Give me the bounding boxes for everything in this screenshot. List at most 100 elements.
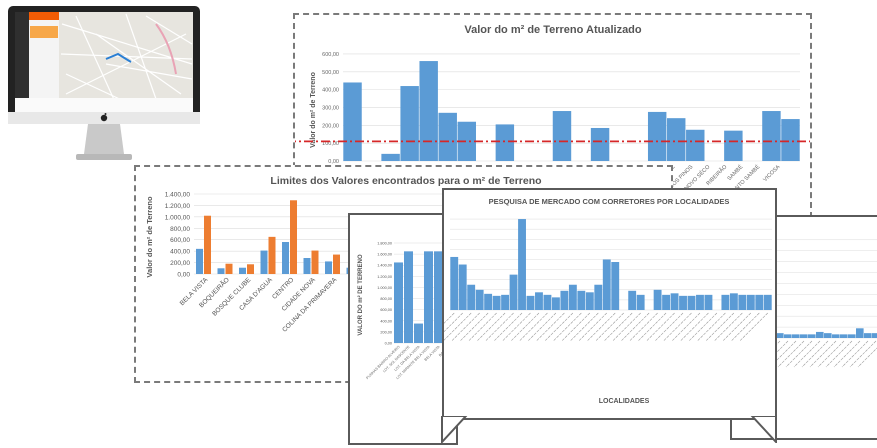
x-tick-label-mark bbox=[612, 312, 641, 342]
map-road bbox=[60, 53, 193, 60]
x-tick-label-mark bbox=[705, 312, 735, 342]
x-tick-label-mark bbox=[536, 312, 565, 342]
bar bbox=[848, 334, 856, 338]
x-tick-label-mark bbox=[544, 312, 574, 342]
y-tick-label: 800,00 bbox=[380, 297, 392, 301]
x-tick-label: BOSQUE CLUBE bbox=[211, 276, 253, 318]
bar bbox=[518, 219, 526, 310]
x-tick-label-mark bbox=[857, 347, 877, 368]
bar bbox=[781, 119, 800, 161]
bar bbox=[495, 124, 515, 161]
bar bbox=[824, 333, 832, 338]
bar bbox=[611, 262, 620, 310]
bar bbox=[738, 294, 747, 310]
chart-pesquisa-left-frame: 0,00 200,00 400,00 600,00 800,00 1.000,00 1.20… bbox=[348, 213, 458, 445]
bar bbox=[662, 294, 671, 310]
y-tick-label: 600,00 bbox=[170, 237, 190, 244]
x-tick-label-mark bbox=[561, 312, 591, 342]
bar bbox=[552, 111, 572, 161]
x-tick-label-mark bbox=[793, 340, 821, 368]
x-tick-label-mark bbox=[442, 312, 472, 342]
y-tick-label: 600,00 bbox=[322, 52, 339, 58]
bar bbox=[721, 294, 730, 310]
bar bbox=[628, 290, 637, 310]
bar bbox=[475, 289, 484, 310]
x-tick-label-mark bbox=[714, 312, 743, 342]
page-fold-left bbox=[441, 416, 468, 443]
bar bbox=[832, 334, 840, 338]
bar-series-1 bbox=[325, 261, 332, 274]
x-tick-label-mark bbox=[434, 312, 463, 342]
bar bbox=[687, 295, 696, 310]
y-tick-label: 400,00 bbox=[322, 88, 339, 94]
bar bbox=[776, 333, 784, 338]
map-road bbox=[145, 15, 193, 45]
bar bbox=[457, 121, 476, 161]
y-tick-label: 600,00 bbox=[380, 308, 392, 312]
bar bbox=[484, 293, 493, 310]
bar-series-2 bbox=[204, 215, 211, 274]
bar bbox=[670, 293, 679, 310]
bar bbox=[492, 295, 501, 310]
bar bbox=[729, 293, 738, 310]
bar bbox=[647, 111, 667, 161]
map-route bbox=[105, 52, 132, 63]
bar bbox=[590, 127, 610, 161]
y-tick-label: 1.000,00 bbox=[165, 214, 191, 221]
bar-series-2 bbox=[268, 236, 276, 274]
y-tick-label: 1.400,00 bbox=[377, 264, 392, 268]
bar bbox=[679, 295, 687, 310]
x-tick-label-mark bbox=[825, 340, 853, 368]
bar-series-2 bbox=[225, 263, 233, 274]
y-tick-label: 200,00 bbox=[170, 260, 190, 267]
x-tick-label: VICOSA bbox=[762, 164, 781, 183]
bar bbox=[724, 130, 743, 161]
monitor-illustration bbox=[8, 6, 200, 160]
bar bbox=[509, 274, 518, 310]
map-road bbox=[75, 15, 117, 105]
y-tick-label: 0,00 bbox=[385, 342, 392, 346]
x-tick-label-mark bbox=[663, 312, 692, 342]
bar-series-2 bbox=[247, 264, 254, 274]
bar-series-2 bbox=[311, 250, 319, 274]
chart-pesquisa-main-frame: PESQUISA DE MERCADO COM CORRETORES POR L… bbox=[426, 188, 777, 420]
y-tick-label: 1.000,00 bbox=[377, 286, 392, 290]
bar bbox=[394, 262, 403, 343]
bar bbox=[872, 333, 877, 338]
apple-logo-icon bbox=[100, 113, 108, 122]
bar bbox=[653, 289, 662, 310]
bar-series-1 bbox=[217, 268, 225, 274]
x-tick-label-mark bbox=[697, 312, 726, 342]
bar bbox=[568, 284, 577, 310]
bar bbox=[840, 334, 848, 338]
y-tick-label: 100,00 bbox=[322, 141, 339, 147]
x-tick-label-mark bbox=[680, 312, 709, 342]
y-axis-label: Valor do m² de Terreno bbox=[145, 196, 154, 278]
app-footer-bar bbox=[15, 98, 193, 112]
bar-series-1 bbox=[282, 242, 289, 274]
bar bbox=[856, 328, 864, 338]
y-tick-label: 1.200,00 bbox=[165, 203, 191, 210]
x-tick-label-mark bbox=[502, 312, 531, 342]
x-tick-label-mark bbox=[739, 312, 768, 342]
bar bbox=[602, 259, 611, 310]
bar bbox=[704, 294, 713, 310]
x-tick-label-mark bbox=[510, 312, 540, 342]
x-tick-label-mark bbox=[809, 340, 837, 368]
x-axis-label: LOCALIDADES bbox=[599, 398, 650, 405]
x-tick-label-mark bbox=[841, 340, 869, 368]
x-tick-label-mark bbox=[654, 312, 684, 342]
x-tick-label-mark bbox=[637, 312, 667, 342]
y-axis-label: VALOR DO m² DE TERRENO bbox=[357, 254, 364, 336]
x-tick-label-mark bbox=[595, 312, 624, 342]
bar bbox=[501, 294, 510, 310]
app-panel-header bbox=[29, 12, 59, 20]
bar bbox=[526, 295, 535, 310]
chart-pesquisa-left: 0,00 200,00 400,00 600,00 800,00 1.000,00 1.20… bbox=[357, 242, 456, 380]
bar bbox=[400, 86, 419, 161]
x-tick-label-mark bbox=[603, 312, 633, 342]
bar bbox=[543, 294, 552, 310]
bar bbox=[551, 297, 560, 310]
map-highway bbox=[155, 23, 177, 75]
x-tick-label-mark bbox=[426, 312, 455, 342]
